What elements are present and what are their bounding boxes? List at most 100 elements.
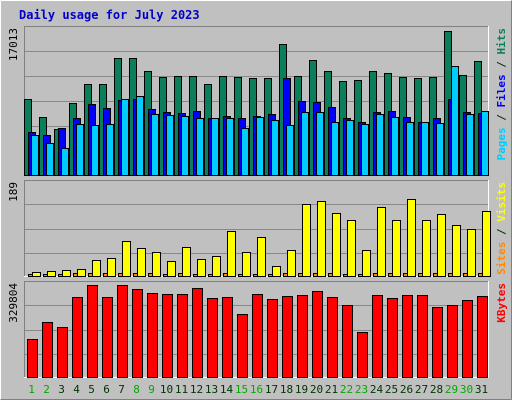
- bar-pages-day-17: [271, 120, 279, 176]
- bar-pages-day-16: [256, 117, 264, 176]
- bar-visits-day-30: [467, 229, 476, 277]
- bar-kbytes-day-23: [357, 332, 368, 378]
- bar-pages-day-2: [46, 143, 54, 176]
- bar-kbytes-day-17: [267, 299, 278, 378]
- x-tick-label-day-29: 29: [445, 383, 458, 396]
- bar-kbytes-day-30: [462, 300, 473, 378]
- bar-kbytes-day-7: [117, 285, 128, 378]
- bar-visits-day-11: [182, 247, 191, 277]
- legend-entry: Visits: [495, 182, 508, 222]
- bar-kbytes-day-15: [237, 314, 248, 378]
- legend-entry: Hits: [495, 28, 508, 55]
- y-axis-max-label: 189: [7, 182, 20, 202]
- bar-pages-day-28: [436, 123, 444, 176]
- x-tick-label-day-2: 2: [43, 383, 50, 396]
- bar-pages-day-29: [451, 66, 459, 176]
- x-tick-label-day-11: 11: [175, 383, 188, 396]
- y-axis-max-label: 17013: [7, 28, 20, 61]
- bar-kbytes-day-22: [342, 305, 353, 378]
- x-axis-day-labels: 1 2 3 4 5 6 7 8 9 10 11 12 13 14 15 16 17 18 19 20 21 22 23 24 2…: [28, 383, 488, 396]
- x-tick-label-day-19: 19: [295, 383, 308, 396]
- bar-pages-day-24: [376, 114, 384, 176]
- x-tick-label-day-8: 8: [133, 383, 140, 396]
- bar-visits-day-31: [482, 211, 491, 277]
- bar-visits-day-16: [257, 237, 266, 277]
- bar-pages-day-26: [406, 122, 414, 176]
- bar-visits-day-7: [122, 241, 131, 277]
- bar-pages-day-10: [166, 115, 174, 176]
- bar-visits-day-26: [407, 199, 416, 277]
- bar-visits-day-3: [62, 270, 71, 277]
- bar-visits-day-12: [197, 259, 206, 277]
- chart-title: Daily usage for July 2023: [19, 8, 200, 22]
- x-tick-label-day-6: 6: [103, 383, 110, 396]
- bar-visits-day-2: [47, 271, 56, 277]
- bar-kbytes-day-12: [192, 288, 203, 378]
- x-tick-label-day-23: 23: [355, 383, 368, 396]
- bar-kbytes-day-16: [252, 294, 263, 378]
- bar-visits-day-28: [437, 214, 446, 277]
- bar-visits-day-6: [107, 258, 116, 277]
- x-tick-label-day-20: 20: [310, 383, 323, 396]
- bar-visits-day-1: [32, 272, 41, 277]
- bar-visits-day-23: [362, 250, 371, 277]
- legend-entry: KBytes: [495, 283, 508, 323]
- bar-kbytes-day-10: [162, 294, 173, 378]
- bar-kbytes-day-20: [312, 291, 323, 378]
- bar-kbytes-day-31: [477, 296, 488, 378]
- x-tick-label-day-9: 9: [148, 383, 155, 396]
- x-tick-label-day-15: 15: [235, 383, 248, 396]
- bar-pages-day-7: [121, 99, 129, 176]
- panel-legend: Sites / Visits: [495, 182, 508, 275]
- legend-entry: /: [495, 55, 508, 75]
- bar-kbytes-day-27: [417, 295, 428, 378]
- bar-kbytes-day-6: [102, 297, 113, 378]
- x-tick-label-day-1: 1: [28, 383, 35, 396]
- x-tick-label-day-12: 12: [190, 383, 203, 396]
- bar-visits-day-14: [227, 231, 236, 277]
- x-tick-label-day-3: 3: [58, 383, 65, 396]
- x-tick-label-day-13: 13: [205, 383, 218, 396]
- panel-hits-files-pages: 17013 Pages / Files / Hits: [7, 26, 508, 176]
- bar-pages-day-13: [211, 118, 219, 176]
- bar-kbytes-day-14: [222, 297, 233, 378]
- bar-visits-day-15: [242, 252, 251, 277]
- bar-kbytes-day-24: [372, 295, 383, 378]
- bar-kbytes-day-4: [72, 297, 83, 378]
- bar-kbytes-day-28: [432, 307, 443, 378]
- bar-visits-day-27: [422, 220, 431, 277]
- bar-kbytes-day-18: [282, 296, 293, 378]
- bar-visits-day-5: [92, 260, 101, 277]
- legend-entry: Pages: [495, 127, 508, 160]
- bar-pages-day-30: [466, 114, 474, 176]
- x-tick-label-day-30: 30: [460, 383, 473, 396]
- bar-kbytes-day-29: [447, 305, 458, 378]
- x-tick-label-day-28: 28: [430, 383, 443, 396]
- bar-visits-day-4: [77, 269, 86, 277]
- panel-legend: KBytes: [495, 283, 508, 323]
- bar-kbytes-day-19: [297, 295, 308, 378]
- legend-entry: Sites: [495, 242, 508, 275]
- bar-pages-day-8: [136, 96, 144, 176]
- bar-visits-day-24: [377, 207, 386, 277]
- legend-entry: /: [495, 222, 508, 242]
- legend-entry: Files: [495, 74, 508, 107]
- bar-pages-day-3: [61, 148, 69, 176]
- bar-pages-day-15: [241, 128, 249, 176]
- bar-visits-day-9: [152, 252, 161, 277]
- bar-visits-day-22: [347, 220, 356, 277]
- bar-pages-day-20: [316, 112, 324, 176]
- bar-pages-day-1: [31, 135, 39, 176]
- chart-panels: 17013 Pages / Files / Hits 189 Sites / Visi…: [7, 26, 508, 378]
- bar-visits-day-17: [272, 266, 281, 277]
- legend-entry: /: [495, 108, 508, 128]
- bar-kbytes-day-1: [27, 339, 38, 378]
- bar-pages-day-22: [346, 120, 354, 176]
- y-axis-max-label: 329804: [7, 283, 20, 323]
- bar-kbytes-day-11: [177, 294, 188, 378]
- x-tick-label-day-21: 21: [325, 383, 338, 396]
- bar-pages-day-12: [196, 118, 204, 176]
- x-tick-label-day-25: 25: [385, 383, 398, 396]
- x-tick-label-day-27: 27: [415, 383, 428, 396]
